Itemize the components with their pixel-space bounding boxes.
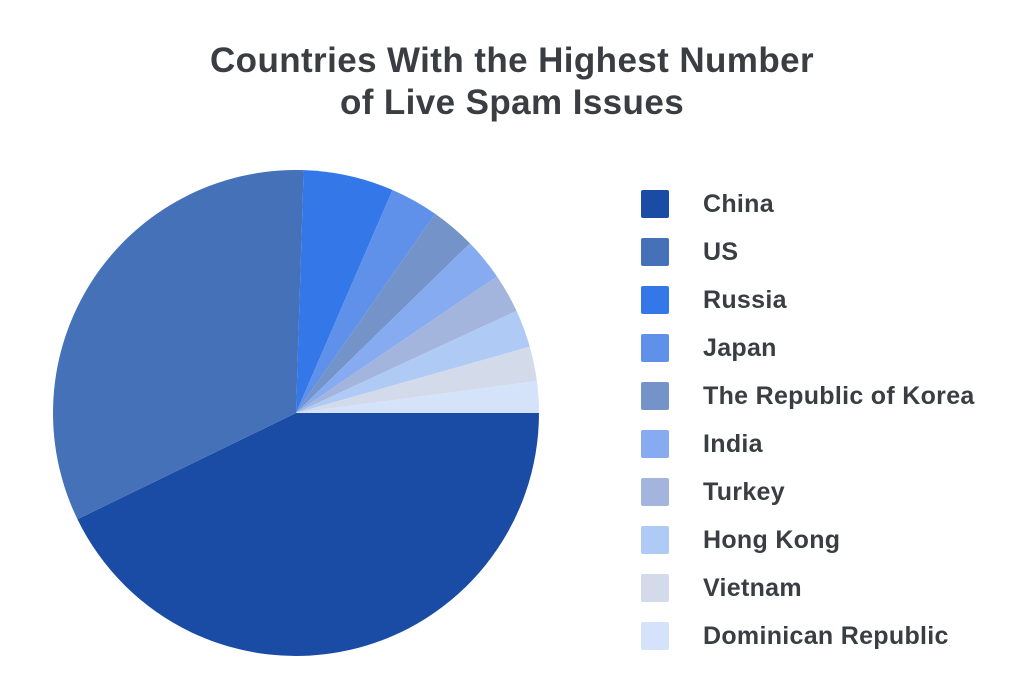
legend-label-the-republic-of-korea: The Republic of Korea — [703, 381, 975, 410]
legend-item-india: India — [641, 420, 975, 468]
pie-slice-the-republic-of-korea — [296, 213, 470, 413]
legend: China US Russia Japan The Republic of Korea I… — [641, 180, 975, 660]
legend-swatch-hong-kong — [641, 526, 669, 554]
chart-title-line2: of Live Spam Issues — [339, 83, 685, 122]
legend-swatch-india — [641, 430, 669, 458]
legend-item-vietnam: Vietnam — [641, 564, 975, 612]
legend-swatch-dominican-republic — [641, 622, 669, 650]
legend-label-china: China — [703, 189, 774, 218]
legend-item-the-republic-of-korea: The Republic of Korea — [641, 372, 975, 420]
legend-label-vietnam: Vietnam — [703, 573, 802, 602]
legend-label-us: US — [703, 237, 739, 266]
pie-slice-vietnam — [296, 346, 537, 413]
legend-label-india: India — [703, 429, 763, 458]
legend-item-turkey: Turkey — [641, 468, 975, 516]
legend-swatch-russia — [641, 286, 669, 314]
legend-swatch-japan — [641, 334, 669, 362]
legend-label-japan: Japan — [703, 333, 777, 362]
pie-slice-turkey — [296, 276, 517, 413]
legend-swatch-china — [641, 190, 669, 218]
page-title: Countries With the Highest Number of Liv… — [0, 40, 1024, 124]
legend-swatch-vietnam — [641, 574, 669, 602]
legend-item-japan: Japan — [641, 324, 975, 372]
pie-slice-dominican-republic — [296, 381, 539, 413]
legend-label-dominican-republic: Dominican Republic — [703, 621, 949, 650]
legend-item-us: US — [641, 228, 975, 276]
chart-title-line1: Countries With the Highest Number — [209, 41, 814, 80]
pie-chart — [53, 170, 539, 656]
legend-item-china: China — [641, 180, 975, 228]
legend-label-hong-kong: Hong Kong — [703, 525, 841, 554]
legend-label-turkey: Turkey — [703, 477, 785, 506]
pie-slice-japan — [296, 189, 436, 413]
pie-slice-india — [296, 243, 497, 413]
pie-slice-hong-kong — [296, 310, 530, 413]
pie-slice-russia — [296, 170, 393, 413]
legend-swatch-us — [641, 238, 669, 266]
legend-swatch-turkey — [641, 478, 669, 506]
legend-label-russia: Russia — [703, 285, 787, 314]
legend-swatch-the-republic-of-korea — [641, 382, 669, 410]
pie-slice-china — [77, 413, 539, 656]
legend-item-dominican-republic: Dominican Republic — [641, 612, 975, 660]
legend-item-russia: Russia — [641, 276, 975, 324]
pie-slice-us — [53, 170, 304, 520]
legend-item-hong-kong: Hong Kong — [641, 516, 975, 564]
